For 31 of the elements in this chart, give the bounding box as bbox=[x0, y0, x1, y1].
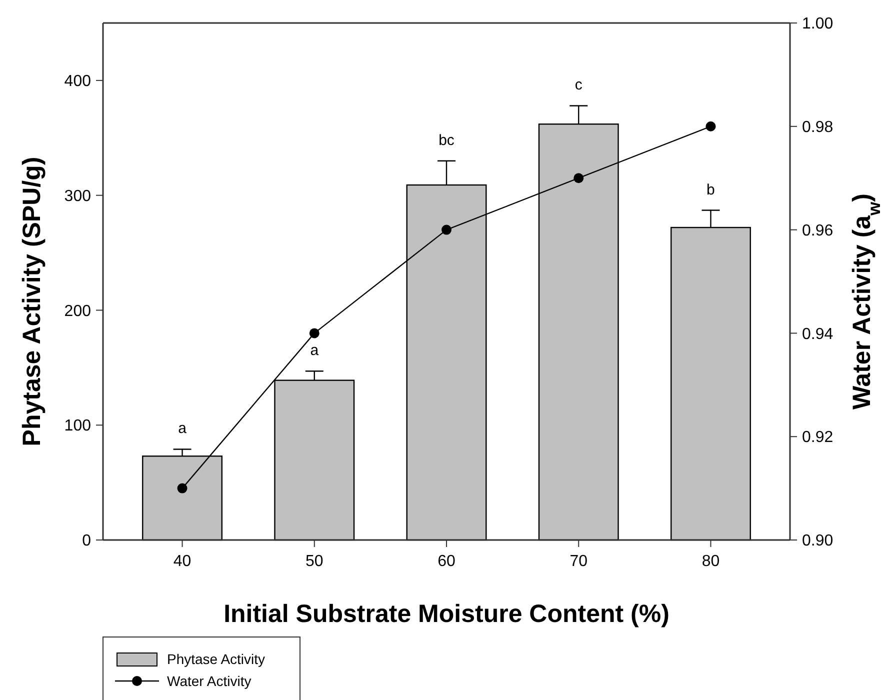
point bbox=[309, 328, 320, 338]
legend-label: Water Activity bbox=[167, 672, 252, 689]
annotation: a bbox=[310, 342, 320, 360]
point bbox=[177, 483, 188, 494]
y2-tick-label: 0.96 bbox=[802, 222, 834, 240]
bar bbox=[670, 226, 751, 541]
x-tick-label: 60 bbox=[438, 553, 456, 570]
y2-tick-label: 0.98 bbox=[802, 119, 834, 136]
x-tick-label: 70 bbox=[570, 553, 588, 570]
legend-label: Phytase Activity bbox=[167, 650, 266, 667]
point bbox=[574, 173, 584, 184]
x-tick-label: 50 bbox=[305, 553, 324, 570]
y-tick-label: 200 bbox=[64, 302, 92, 320]
y-tick-label: 100 bbox=[64, 418, 92, 435]
y-axis-title: Phytase Activity (SPU/g) bbox=[18, 156, 46, 446]
point bbox=[442, 224, 452, 235]
y-tick-label: 400 bbox=[64, 73, 92, 90]
point bbox=[706, 121, 716, 132]
annotation: b bbox=[706, 181, 715, 198]
x-tick-label: 40 bbox=[173, 553, 192, 570]
y2-tick-label: 0.92 bbox=[802, 429, 834, 446]
x-axis-title: Initial Substrate Moisture Content (%) bbox=[224, 600, 670, 628]
y2-tick-label: 1.00 bbox=[802, 16, 834, 33]
y2-tick-label: 0.94 bbox=[802, 326, 834, 343]
annotation: c bbox=[574, 76, 583, 94]
y-tick-label: 300 bbox=[64, 188, 92, 205]
annotation: bc bbox=[438, 132, 455, 149]
annotation: a bbox=[178, 420, 188, 438]
y2-tick-label: 0.90 bbox=[802, 532, 834, 550]
y-tick-label: 0 bbox=[82, 532, 92, 550]
x-tick-label: 80 bbox=[702, 553, 720, 570]
